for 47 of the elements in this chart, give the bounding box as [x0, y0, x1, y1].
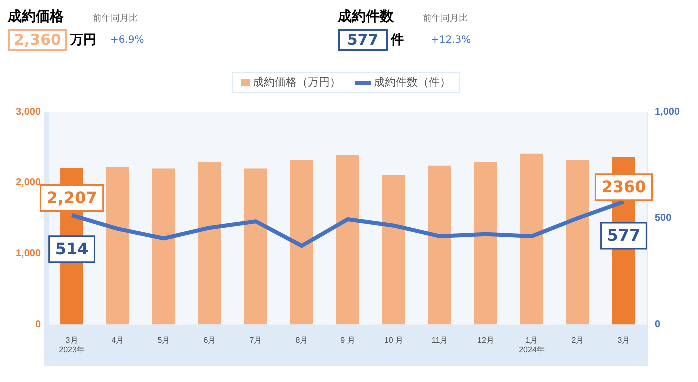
- data-label: 514: [55, 240, 89, 259]
- x-tick-label: 5月: [158, 336, 170, 345]
- bar: [382, 175, 406, 325]
- bar: [566, 160, 590, 325]
- y2-tick-label: 0: [654, 320, 661, 331]
- x-tick-label: 4月: [112, 336, 124, 345]
- x-tick-label: 8月: [296, 336, 308, 345]
- x-tick-label: 10 月: [384, 336, 404, 345]
- y-tick-label: 0: [35, 320, 42, 331]
- text: 成約件数: [338, 8, 395, 26]
- x-tick-label: 3月 2023年: [59, 336, 85, 354]
- text: 万円: [70, 32, 98, 49]
- x-tick-label: 9 月: [340, 336, 356, 345]
- x-tick-label: 11月: [432, 336, 448, 345]
- y-tick-label: 3,000: [16, 106, 42, 118]
- bar: [244, 168, 268, 325]
- bar: [290, 160, 314, 325]
- y2-tick-label: 1,000: [654, 106, 680, 118]
- legend-label: 成約価格（万円）: [253, 75, 341, 90]
- data-label: 2,207: [46, 188, 98, 208]
- bar: [336, 155, 360, 325]
- bar: [428, 166, 452, 325]
- text: 前年同月比: [93, 12, 138, 25]
- text: 成約価格: [8, 8, 65, 26]
- x-tick-label: 3月: [618, 336, 630, 345]
- data-label: 2360: [602, 178, 646, 197]
- x-tick-label: 1月 2024年: [519, 336, 545, 354]
- x-tick-label: 2月: [572, 336, 584, 345]
- y2-tick-label: 500: [654, 213, 672, 224]
- bar: [520, 154, 544, 325]
- y-tick-label: 2,000: [16, 178, 42, 189]
- bar: [152, 168, 176, 325]
- text: +12.3%: [431, 34, 472, 46]
- data-label: 577: [607, 226, 641, 246]
- text: 前年同月比: [423, 12, 468, 25]
- legend-label: 成約件数（件）: [374, 75, 451, 90]
- x-tick-label: 7月: [250, 336, 262, 345]
- text: 件: [391, 32, 405, 49]
- bar: [474, 162, 498, 325]
- x-tick-label: 6月: [204, 336, 216, 345]
- text: +6.9%: [110, 34, 144, 46]
- x-tick-label: 12月: [478, 336, 494, 345]
- bar: [106, 167, 130, 325]
- text: 577: [338, 29, 388, 51]
- text: 2,360: [8, 29, 68, 51]
- y-tick-label: 1,000: [16, 248, 42, 260]
- bar: [198, 162, 222, 325]
